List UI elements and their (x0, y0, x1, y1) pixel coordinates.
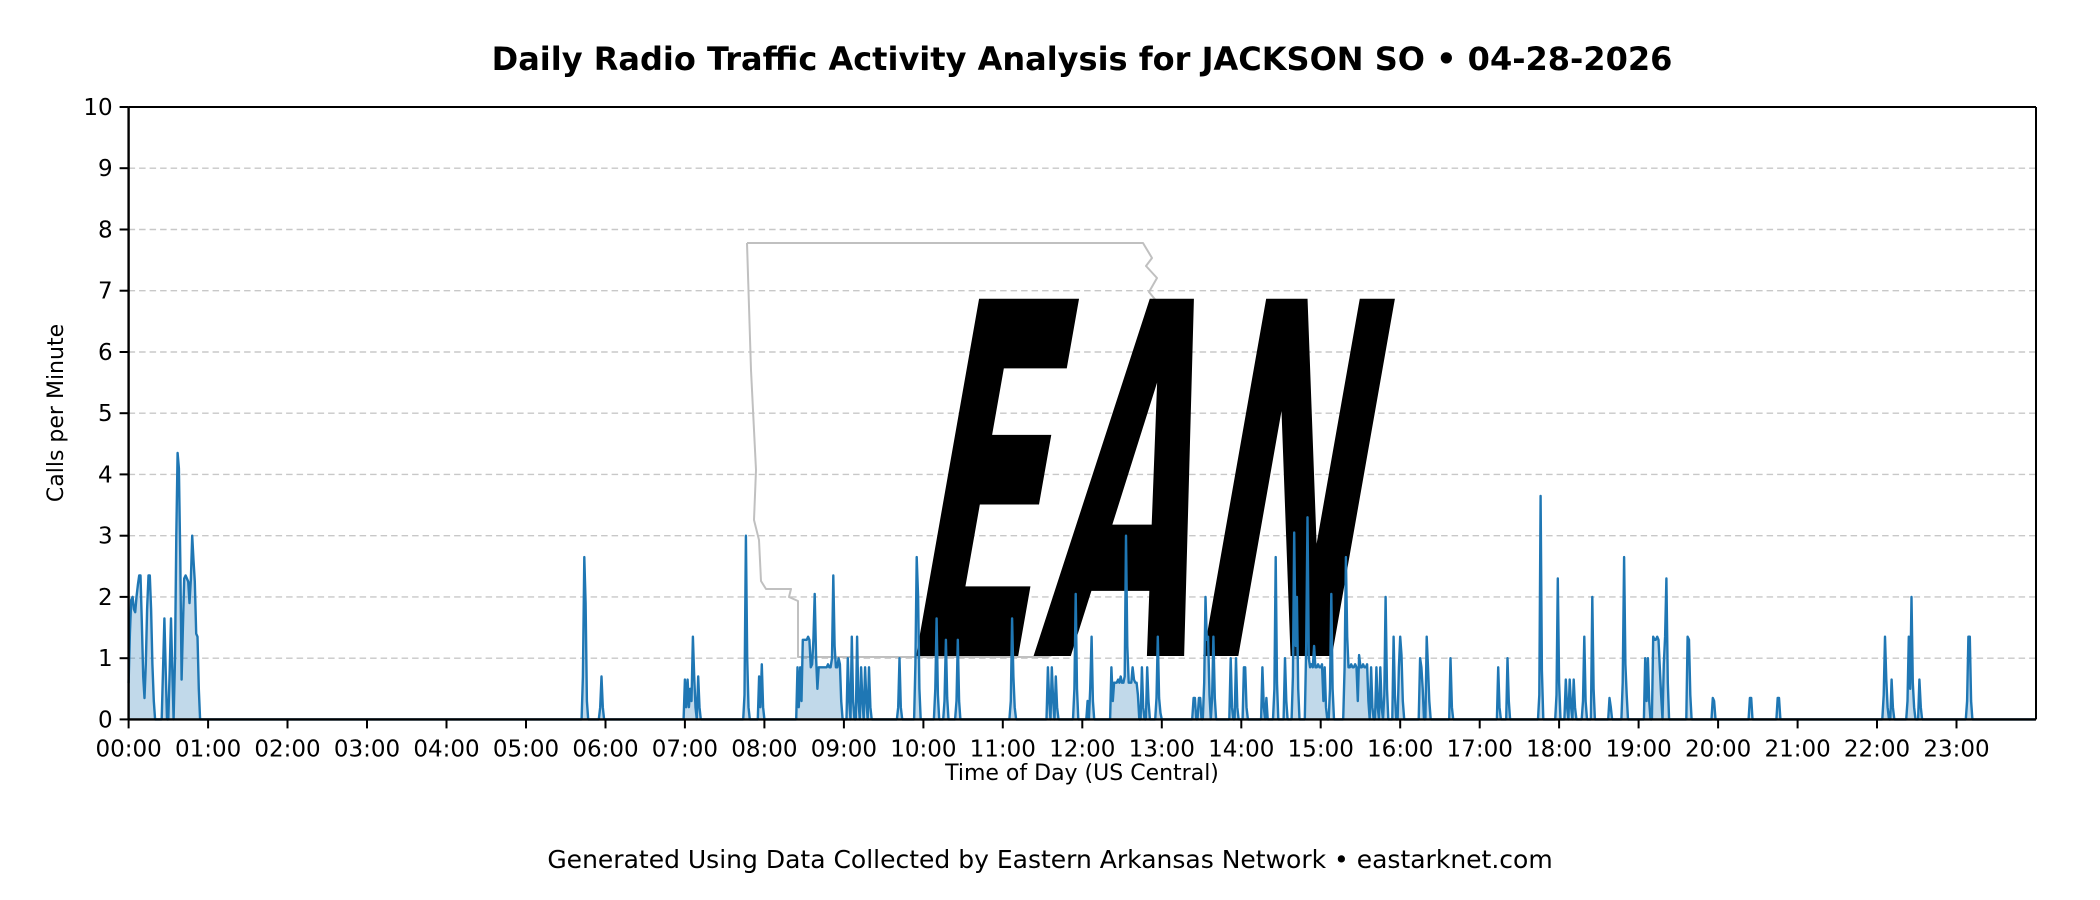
watermark-text: EAN (878, 203, 1430, 773)
footer-credit: Generated Using Data Collected by Easter… (547, 845, 1553, 874)
y-tick-label: 1 (98, 646, 113, 672)
x-tick-label: 08:00 (731, 736, 797, 762)
x-tick-label: 04:00 (413, 736, 479, 762)
x-axis-ticks (127, 719, 1958, 729)
x-axis-tick-labels: 00:00 01:00 02:00 03:00 04:00 05:00 06:00 07:00… (95, 736, 1989, 762)
x-tick-label: 09:00 (811, 736, 877, 762)
arkansas-state-outline (746, 242, 1159, 658)
x-tick-label: 14:00 (1208, 736, 1274, 762)
y-tick-label: 5 (98, 401, 113, 427)
x-tick-label: 23:00 (1923, 736, 1989, 762)
x-tick-label: 19:00 (1605, 736, 1671, 762)
y-tick-label: 2 (98, 585, 113, 611)
x-tick-label: 01:00 (175, 736, 241, 762)
y-tick-label: 6 (98, 340, 113, 366)
x-tick-label: 12:00 (1049, 736, 1115, 762)
y-axis-ticks (119, 106, 129, 721)
x-tick-label: 13:00 (1129, 736, 1195, 762)
gridlines (128, 167, 2036, 659)
x-tick-label: 00:00 (95, 736, 161, 762)
y-tick-label: 4 (98, 462, 113, 488)
y-tick-label: 3 (98, 524, 113, 550)
x-tick-label: 05:00 (493, 736, 559, 762)
y-tick-label: 10 (83, 95, 112, 121)
x-tick-label: 11:00 (970, 736, 1036, 762)
x-tick-label: 18:00 (1526, 736, 1592, 762)
x-tick-label: 21:00 (1764, 736, 1830, 762)
y-tick-label: 8 (98, 218, 113, 244)
y-axis-label: Calls per Minute (44, 324, 69, 502)
y-tick-label: 0 (98, 707, 113, 733)
chart-title: Daily Radio Traffic Activity Analysis fo… (492, 40, 1673, 78)
x-tick-label: 03:00 (334, 736, 400, 762)
x-tick-label: 15:00 (1288, 736, 1354, 762)
y-axis-tick-labels: 0 1 2 3 4 5 6 7 8 9 10 (83, 95, 112, 733)
x-tick-label: 17:00 (1447, 736, 1513, 762)
watermark: EAN (746, 203, 1430, 773)
y-tick-label: 7 (98, 279, 113, 305)
y-tick-label: 9 (98, 156, 113, 182)
x-tick-label: 20:00 (1685, 736, 1751, 762)
x-tick-label: 02:00 (254, 736, 320, 762)
x-tick-label: 07:00 (652, 736, 718, 762)
x-axis-label: Time of Day (US Central) (944, 761, 1219, 786)
x-tick-label: 06:00 (572, 736, 638, 762)
x-tick-label: 22:00 (1844, 736, 1910, 762)
x-tick-label: 16:00 (1367, 736, 1433, 762)
x-tick-label: 10:00 (890, 736, 956, 762)
